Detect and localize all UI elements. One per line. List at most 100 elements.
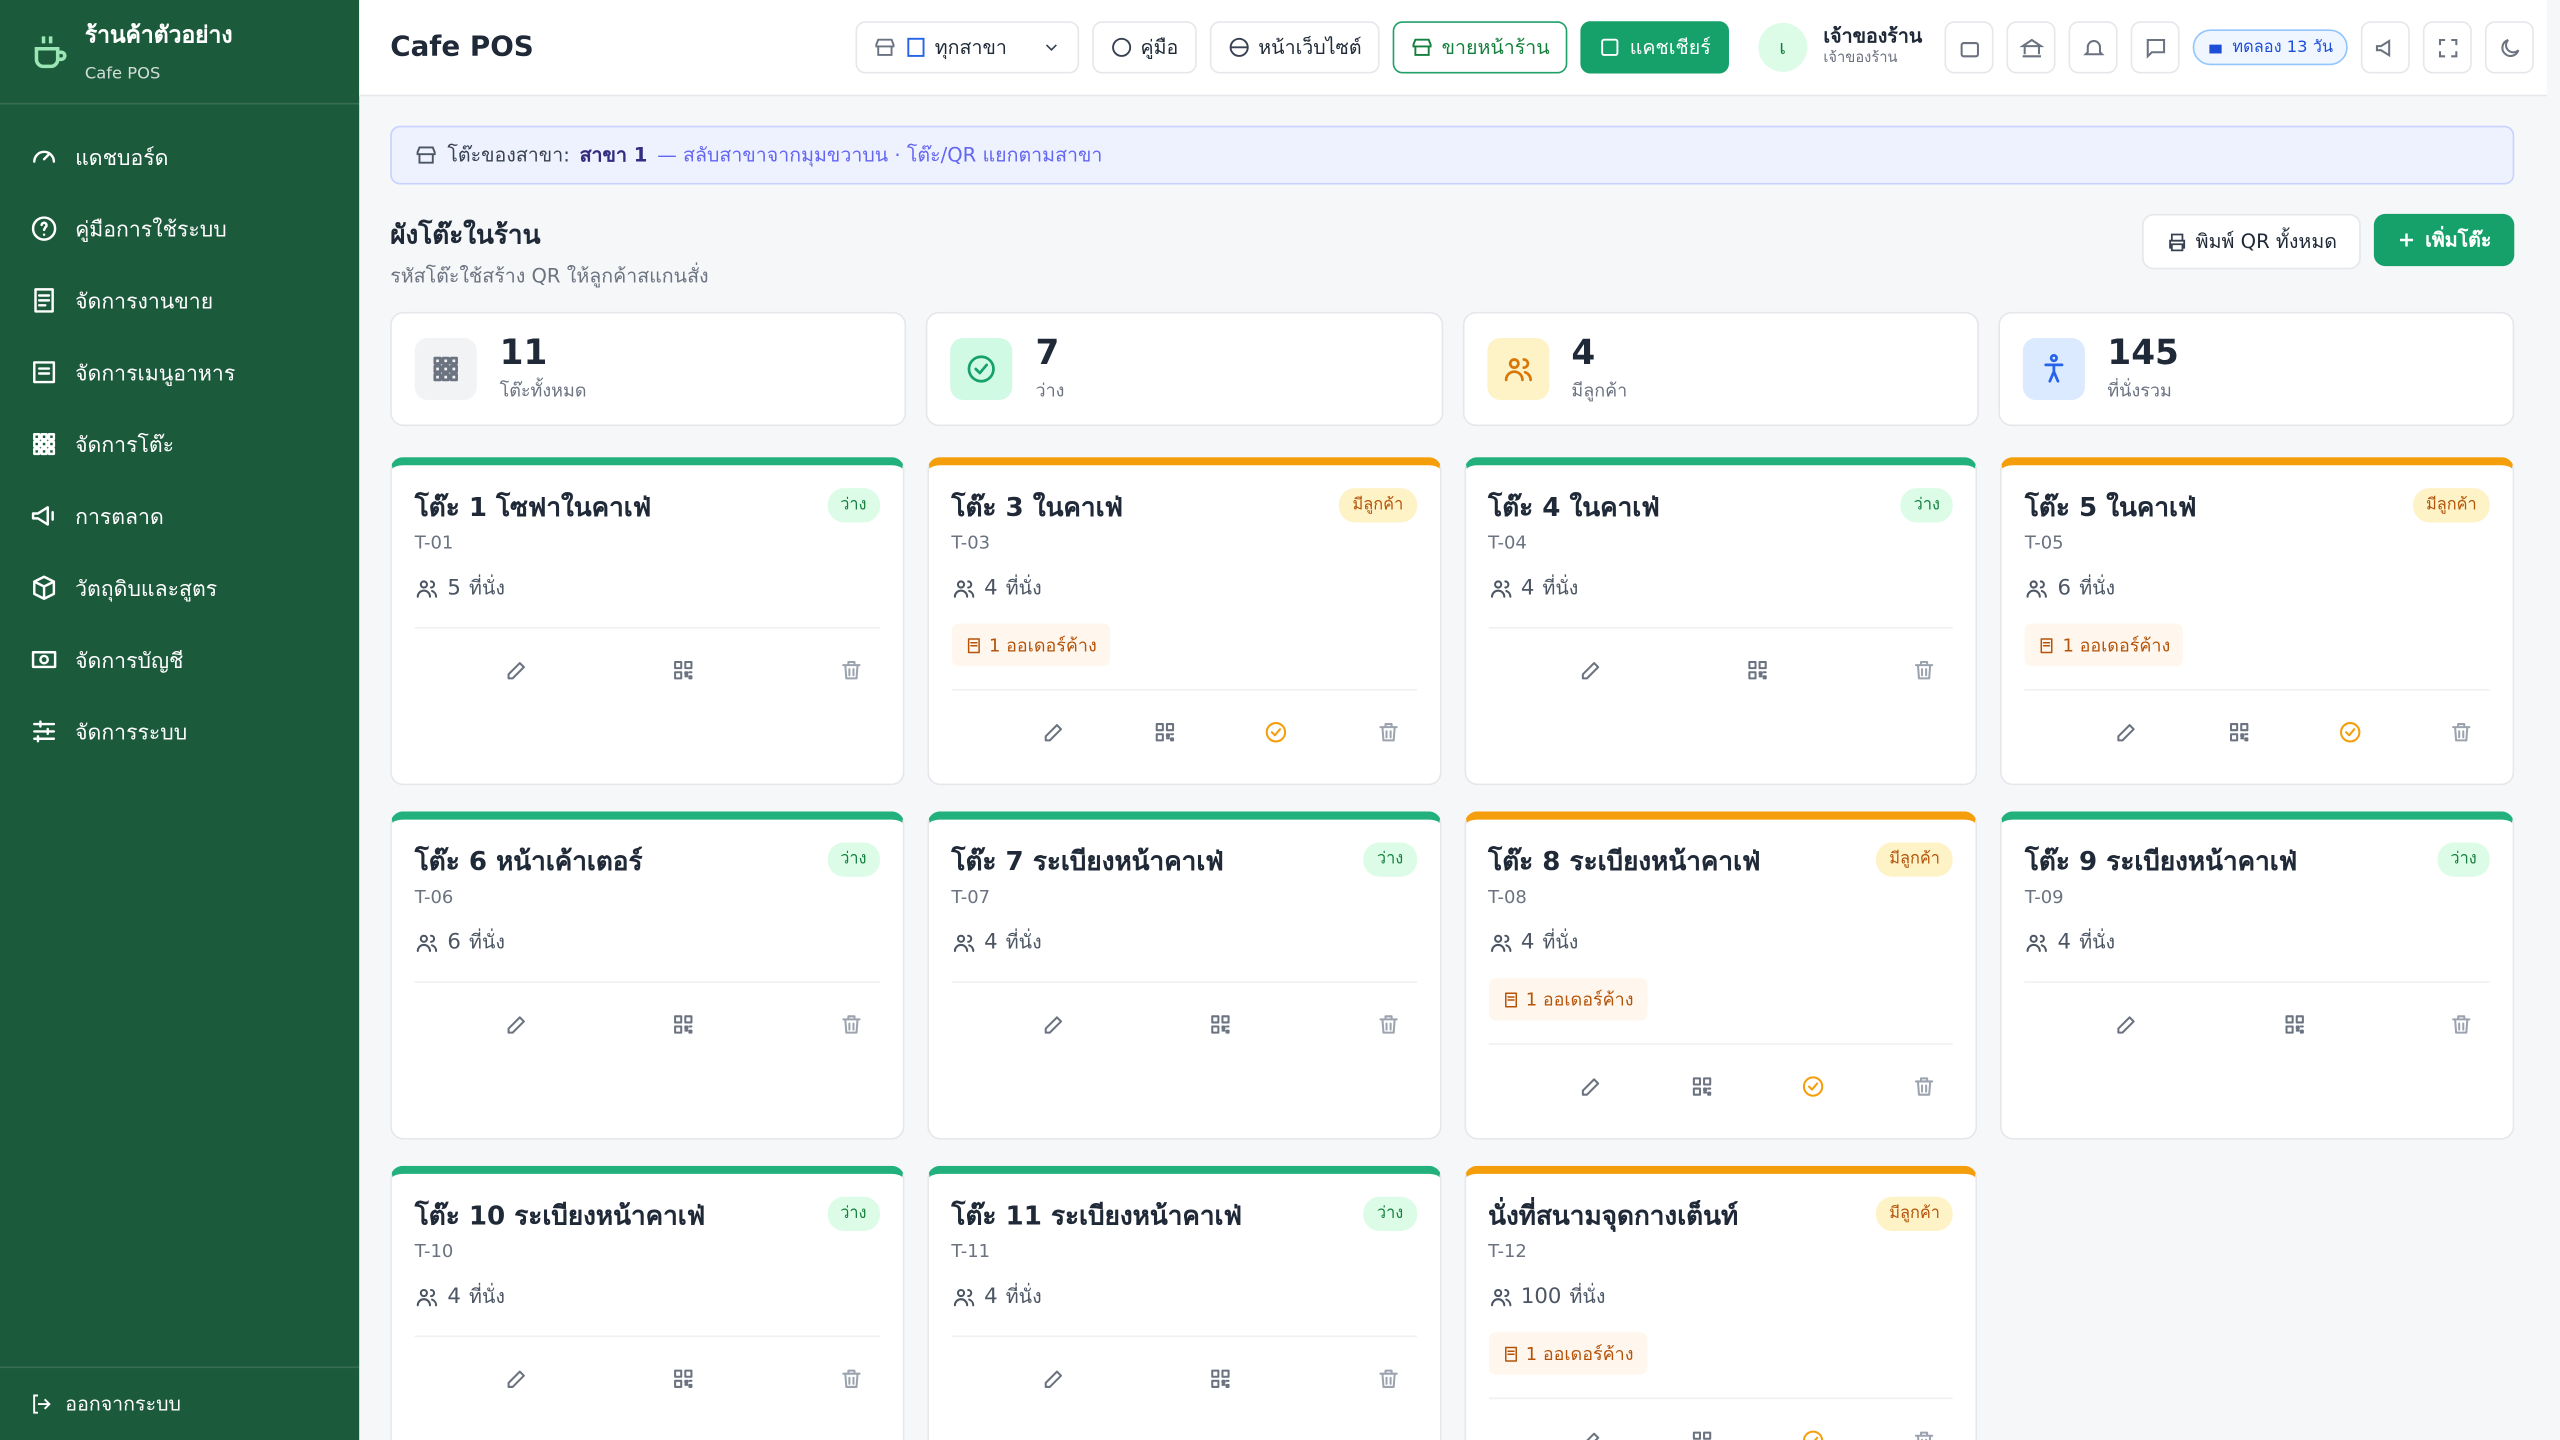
table-name: โต๊ะ 7 ระเบียงหน้าคาเฟ่ <box>951 845 1224 877</box>
qr-button[interactable] <box>1745 658 1769 689</box>
nav-item[interactable]: จัดการระบบ <box>0 696 359 768</box>
clear-button[interactable] <box>1264 720 1288 751</box>
edit-button[interactable] <box>504 1367 528 1398</box>
bank-button[interactable] <box>2007 21 2057 74</box>
icon <box>1044 1016 1062 1034</box>
path <box>1915 661 1934 680</box>
qr-button[interactable] <box>672 1012 696 1043</box>
delete-button[interactable] <box>839 1012 863 1043</box>
section-actions: พิมพ์ QR ทั้งหมด เพิ่มโต๊ะ <box>2141 213 2515 270</box>
nav-text: จัดการระบบ <box>75 720 188 746</box>
table-card: โต๊ะ 1 โซฟาในคาเฟ่ ว่าง T-01 5 ที่นั่ง <box>390 457 905 786</box>
nav-item[interactable]: คู่มือการใช้ระบบ <box>0 193 359 265</box>
nav-text: จัดการโต๊ะ <box>75 433 175 458</box>
delete-button[interactable] <box>839 658 863 689</box>
trial-text: ทดลอง 13 วัน <box>2232 38 2334 57</box>
icon <box>2117 724 2136 742</box>
announce-button[interactable] <box>2360 21 2410 74</box>
icon <box>416 934 438 953</box>
clear-button[interactable] <box>1801 1074 1825 1105</box>
qr-button[interactable] <box>1689 1074 1713 1105</box>
fullscreen-button[interactable] <box>2422 21 2472 74</box>
clear-button[interactable] <box>1801 1429 1825 1440</box>
qr-button[interactable] <box>672 658 696 689</box>
edit-button[interactable] <box>2115 720 2139 751</box>
pending-orders: 1 ออเดอร์ค้าง <box>1488 977 1647 1021</box>
website-button[interactable]: หน้าเว็บไซต์ <box>1209 21 1380 74</box>
theme-button[interactable] <box>2484 21 2534 74</box>
status-pill: มีลูกค้า <box>1876 842 1954 877</box>
edit-button[interactable] <box>1578 658 1602 689</box>
icon <box>1211 1015 1230 1034</box>
path <box>2452 1015 2471 1034</box>
qr-button[interactable] <box>1208 1367 1232 1398</box>
seat-count: 5 <box>447 576 461 601</box>
delete-button[interactable] <box>1376 720 1400 751</box>
table-code: T-08 <box>1488 886 1527 908</box>
seats: 4 ที่นั่ง <box>415 1282 880 1313</box>
nav-item[interactable]: วัตถุดิบและสูตร <box>0 552 359 624</box>
nav-item[interactable]: จัดการงานขาย <box>0 264 359 336</box>
logout[interactable]: ออกจากระบบ <box>0 1366 360 1440</box>
qr-button[interactable] <box>2282 1012 2306 1043</box>
seats: 4 ที่นั่ง <box>951 927 1416 958</box>
edit-button[interactable] <box>1578 1429 1602 1440</box>
edit-button[interactable] <box>1578 1074 1602 1105</box>
branch-select[interactable]: ทุกสาขา <box>854 21 1079 74</box>
edit-button[interactable] <box>2115 1012 2139 1043</box>
chat-button[interactable] <box>2131 21 2181 74</box>
icon <box>2040 637 2053 653</box>
storefront-button[interactable]: ขายหน้าร้าน <box>1392 21 1568 74</box>
qr-button[interactable] <box>1689 1429 1713 1440</box>
stat-label: ที่นั่งรวม <box>2107 380 2172 402</box>
table-name: โต๊ะ 4 ในคาเฟ่ <box>1488 491 1660 523</box>
nav-item[interactable]: จัดการเมนูอาหาร <box>0 336 359 408</box>
avatar[interactable]: เ <box>1758 22 1808 72</box>
delete-button[interactable] <box>2449 1012 2473 1043</box>
delete-button[interactable] <box>839 1367 863 1398</box>
edit-button[interactable] <box>1041 1012 1065 1043</box>
print-qr-button[interactable]: พิมพ์ QR ทั้งหมด <box>2141 213 2362 270</box>
nav-item[interactable]: แดชบอร์ด <box>0 121 359 193</box>
status-pill: มีลูกค้า <box>1339 488 1417 523</box>
icon <box>953 934 974 953</box>
path <box>841 661 861 680</box>
qr-button[interactable] <box>1208 1012 1232 1043</box>
delete-button[interactable] <box>1912 1074 1936 1105</box>
icon <box>1692 1431 1711 1440</box>
bank-icon <box>2019 37 2044 57</box>
qr-button[interactable] <box>1153 720 1177 751</box>
nav-item[interactable]: จัดการบัญชี <box>0 624 359 696</box>
icon <box>674 661 694 680</box>
delete-button[interactable] <box>1912 1429 1936 1440</box>
delete-button[interactable] <box>2449 720 2473 751</box>
bell-button[interactable] <box>2069 21 2119 74</box>
pending-text: 1 ออเดอร์ค้าง <box>988 635 1097 657</box>
edit-button[interactable] <box>1041 1367 1065 1398</box>
clear-button[interactable] <box>2338 720 2362 751</box>
edit-button[interactable] <box>1041 720 1065 751</box>
icon <box>2452 1015 2471 1034</box>
trial-badge[interactable]: ทดลอง 13 วัน <box>2193 29 2348 66</box>
card-actions <box>414 626 880 689</box>
path <box>33 150 56 163</box>
nav-item[interactable]: จัดการโต๊ะ <box>0 408 359 480</box>
print-qr-text: พิมพ์ QR ทั้งหมด <box>2195 229 2337 253</box>
edit-button[interactable] <box>504 658 528 689</box>
table-name: นั่งที่สนามจุดกางเต็นท์ <box>1488 1199 1739 1232</box>
table-name: โต๊ะ 9 ระเบียงหน้าคาเฟ่ <box>2024 845 2298 877</box>
delete-button[interactable] <box>1912 658 1936 689</box>
qr-button[interactable] <box>2226 720 2250 751</box>
edit-button[interactable] <box>504 1012 528 1043</box>
path <box>1802 1076 1824 1097</box>
cashier-button[interactable]: แคชเชียร์ <box>1580 21 1729 74</box>
delete-button[interactable] <box>1376 1012 1400 1043</box>
bag-button[interactable] <box>1945 21 1995 74</box>
qr-button[interactable] <box>672 1367 696 1398</box>
guide-button[interactable]: คู่มือ <box>1091 21 1197 74</box>
path <box>841 1369 861 1388</box>
delete-button[interactable] <box>1376 1367 1400 1398</box>
nav-item[interactable]: การตลาด <box>0 480 359 552</box>
add-table-button[interactable]: เพิ่มโต๊ะ <box>2374 213 2515 267</box>
